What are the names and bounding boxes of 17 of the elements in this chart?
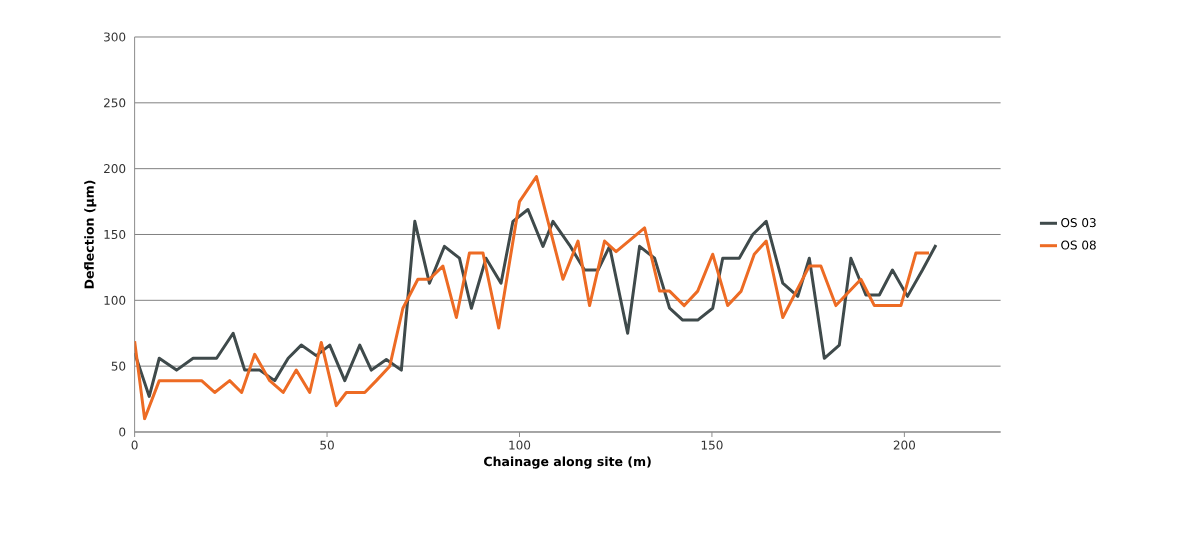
x-tick-label: 150: [701, 440, 723, 450]
x-tick-label: 200: [893, 440, 916, 450]
y-tick-label: 200: [104, 164, 126, 174]
y-tick-label: 0: [119, 427, 126, 437]
x-axis-title: Chainage along site (m): [484, 456, 651, 469]
line-series: [134, 175, 931, 421]
y-tick-label: 300: [104, 32, 126, 42]
y-tick-label: 50: [111, 361, 126, 371]
x-tick-label: 0: [131, 440, 138, 450]
y-tick-label: 250: [104, 98, 126, 108]
legend-label: OS 03: [1061, 218, 1096, 228]
y-tick-label: 100: [104, 295, 126, 305]
x-tick-label: 50: [320, 440, 334, 450]
legend-label: OS 08: [1061, 240, 1096, 250]
x-tick-label: 100: [509, 440, 531, 450]
y-tick-label: 150: [104, 229, 126, 240]
y-axis-title: Deflection (µm): [84, 180, 97, 289]
